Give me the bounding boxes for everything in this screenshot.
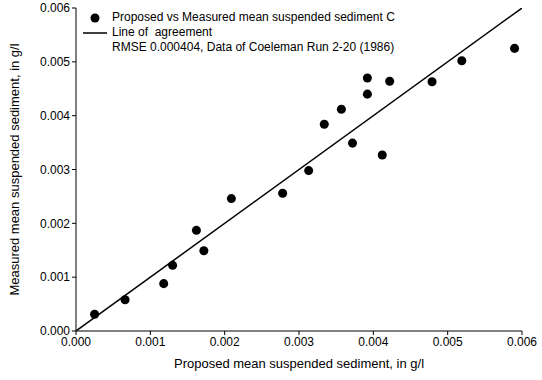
svg-text:0.003: 0.003	[284, 335, 314, 349]
svg-text:0.005: 0.005	[433, 335, 463, 349]
svg-text:0.002: 0.002	[40, 217, 70, 231]
svg-text:0.006: 0.006	[40, 1, 70, 15]
html-text:Line of agreement: Line of agreement	[112, 25, 213, 39]
svg-text:0.001: 0.001	[40, 270, 70, 284]
svg-text:0.002: 0.002	[210, 335, 240, 349]
html-text:RMSE 0.000404, Data of Coelema: RMSE 0.000404, Data of Coeleman Run 2-20…	[112, 40, 395, 54]
svg-text:0.004: 0.004	[358, 335, 388, 349]
svg-text:Measured mean suspended sedime: Measured mean suspended sediment, in g/l	[8, 43, 22, 295]
svg-text:Proposed mean suspended sedime: Proposed mean suspended sediment, in g/l	[174, 356, 424, 371]
svg-text:0.003: 0.003	[40, 163, 70, 177]
html-text:Proposed vs Measured mean susp: Proposed vs Measured mean suspended sedi…	[112, 10, 395, 24]
svg-text:0.000: 0.000	[61, 334, 91, 349]
svg-text:0.006: 0.006	[507, 335, 534, 349]
svg-text:0.000: 0.000	[40, 324, 70, 338]
svg-text:0.001: 0.001	[135, 335, 165, 349]
svg-text:0.005: 0.005	[40, 55, 70, 69]
svg-text:0.004: 0.004	[40, 109, 70, 123]
